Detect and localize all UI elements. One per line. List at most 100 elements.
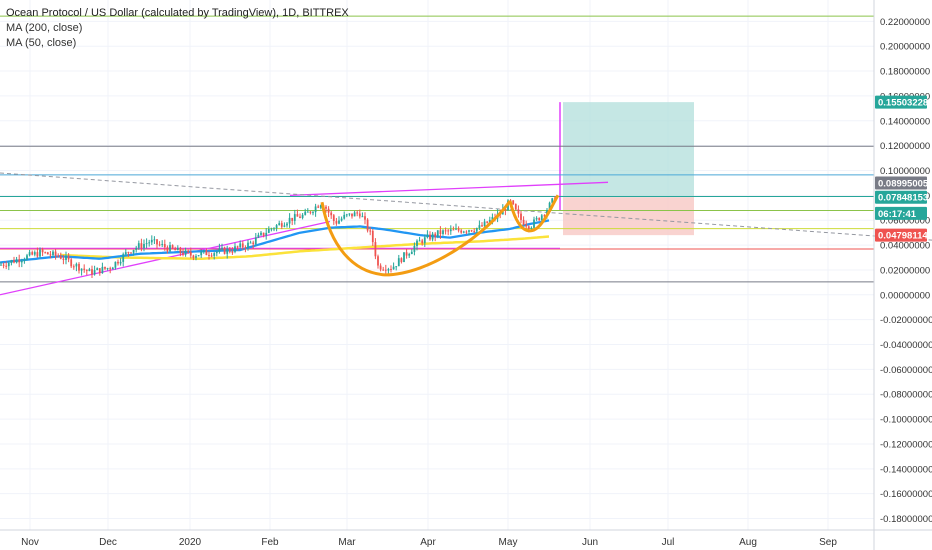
price-tag-label: 06:17:41 <box>878 209 917 220</box>
candle-body <box>202 250 205 252</box>
candle-body <box>46 252 49 255</box>
y-tick-label: -0.02000000 <box>880 315 932 326</box>
candle-body <box>327 208 330 213</box>
handle-curve[interactable] <box>508 194 560 233</box>
candle-body <box>512 200 515 205</box>
price-axis[interactable]: 0.220000000.200000000.180000000.16000000… <box>873 0 932 550</box>
x-tick-label: Mar <box>338 537 356 548</box>
candle-body <box>449 229 452 232</box>
x-tick-label: Dec <box>99 537 117 548</box>
candle-body <box>457 228 460 231</box>
candle-body <box>192 255 195 258</box>
candle-body <box>145 243 148 245</box>
candle-body <box>301 214 304 218</box>
candle-body <box>33 252 36 255</box>
candle-body <box>67 256 70 260</box>
candle-body <box>148 242 151 244</box>
candle-body <box>533 219 535 228</box>
candle-body <box>278 223 281 226</box>
candle-body <box>44 252 47 254</box>
candle-body <box>538 217 541 221</box>
candle-body <box>348 213 351 215</box>
candle-body <box>249 242 252 244</box>
candle-body <box>91 269 93 275</box>
candle-body <box>156 239 158 245</box>
x-tick-label: May <box>499 537 518 548</box>
candle-body <box>431 233 434 240</box>
candle-body <box>10 260 13 263</box>
candle-body <box>488 219 491 223</box>
price-tag-label: 0.08995005 <box>878 178 929 189</box>
candle-body <box>361 216 364 218</box>
y-tick-label: 0.20000000 <box>880 42 930 53</box>
candle-body <box>462 231 465 233</box>
legend-ma50[interactable]: MA (50, close) <box>6 37 77 49</box>
candle-body <box>340 218 343 221</box>
y-tick-label: 0.12000000 <box>880 141 930 152</box>
candle-body <box>254 237 257 245</box>
price-tag-bg <box>875 176 927 190</box>
y-tick-label: -0.04000000 <box>880 340 932 351</box>
y-tick-label: -0.18000000 <box>880 514 932 525</box>
candle-body <box>364 216 366 220</box>
candle-body <box>96 268 99 271</box>
candle-body <box>262 232 265 236</box>
candle-body <box>122 254 125 262</box>
candle-body <box>208 255 210 257</box>
candle-body <box>540 215 543 221</box>
candle-body <box>2 264 5 266</box>
candle-body <box>452 229 455 231</box>
candle-body <box>93 270 96 275</box>
candle-body <box>247 242 249 249</box>
candle-body <box>353 212 356 217</box>
chart-grid <box>0 0 874 530</box>
candle-body <box>153 239 156 241</box>
candle-body <box>517 209 520 214</box>
candle-body <box>522 219 525 225</box>
candle-body <box>304 211 307 215</box>
candle-body <box>135 247 138 250</box>
candle-body <box>143 243 145 248</box>
dashed-trend-line[interactable] <box>0 172 932 241</box>
y-tick-label: 0.00000000 <box>880 290 930 301</box>
candle-body <box>130 252 132 254</box>
candle-body <box>366 219 369 231</box>
x-tick-label: Apr <box>420 537 436 548</box>
candle-body <box>5 265 8 267</box>
candle-body <box>429 234 431 240</box>
candle-body <box>356 212 359 214</box>
legend-ma200[interactable]: MA (200, close) <box>6 22 83 34</box>
candle-body <box>379 265 382 270</box>
y-tick-label: 0.14000000 <box>880 116 930 127</box>
cup-handle-drawing[interactable] <box>320 194 560 277</box>
stop-zone[interactable] <box>563 197 694 236</box>
candle-body <box>257 234 260 238</box>
y-tick-label: -0.16000000 <box>880 489 932 500</box>
candle-body <box>179 247 182 253</box>
candle-body <box>397 258 400 267</box>
y-tick-label: 0.02000000 <box>880 265 930 276</box>
horizontal-levels[interactable] <box>0 15 874 283</box>
candle-body <box>332 215 335 222</box>
candle-body <box>195 256 197 258</box>
target-zone[interactable] <box>563 102 694 198</box>
upper-trend-line[interactable] <box>289 181 609 197</box>
candle-body <box>345 214 348 216</box>
time-axis[interactable]: Nov Dec 2020 Feb Mar Apr May Jun Jul Aug Sep <box>0 529 932 548</box>
y-tick-label: -0.12000000 <box>880 439 932 450</box>
candle-body <box>23 259 26 262</box>
candle-body <box>7 262 10 267</box>
candle-body <box>374 242 377 257</box>
candle-body <box>231 251 234 253</box>
candle-body <box>226 248 229 254</box>
candle-body <box>371 230 374 243</box>
candle-body <box>267 228 270 233</box>
candle-body <box>296 214 299 217</box>
candle-body <box>78 263 80 271</box>
candle-body <box>176 247 179 251</box>
candle-body <box>384 269 387 271</box>
cup-curve[interactable] <box>320 200 512 277</box>
candle-body <box>223 247 226 254</box>
x-tick-label: 2020 <box>179 537 202 548</box>
